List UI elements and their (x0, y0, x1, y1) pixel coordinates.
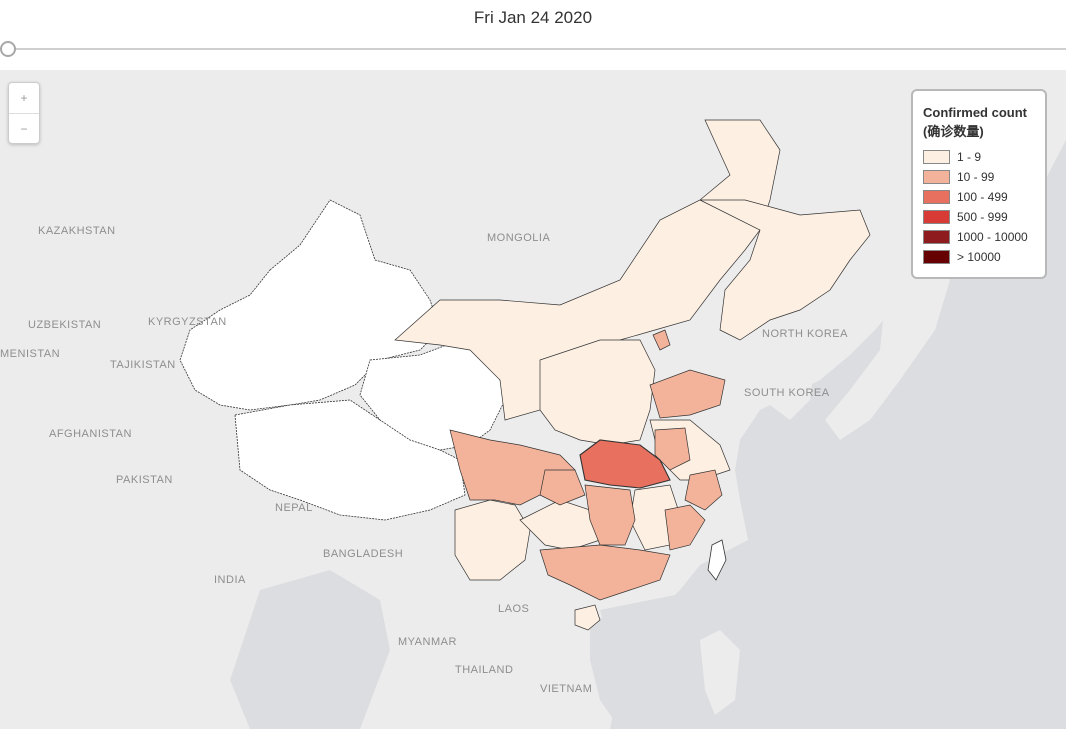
label-myanmar: MYANMAR (398, 636, 457, 648)
legend-item: 500 - 999 (923, 207, 1035, 227)
province-jiangsu (654, 427, 691, 471)
label-nepal: NEPAL (275, 502, 313, 514)
province-ningxia-shaanxi-shanxi (539, 339, 656, 446)
map-legend: Confirmed count (确诊数量) 1 - 9 10 - 99 100… (911, 89, 1047, 279)
date-slider[interactable] (0, 40, 1066, 60)
label-mongolia: MONGOLIA (487, 232, 550, 244)
province-shandong (649, 369, 726, 419)
zoom-in-button[interactable]: + (20, 91, 28, 105)
label-south-korea: SOUTH KOREA (744, 387, 830, 399)
legend-title: Confirmed count (确诊数量) (923, 105, 1027, 139)
province-heilongjiang-jilin (699, 199, 871, 341)
legend-swatch (923, 170, 950, 184)
map-canvas[interactable]: KAZAKHSTAN MONGOLIA UZBEKISTAN KYRGYZSTA… (0, 70, 1066, 729)
legend-label: 1 - 9 (957, 150, 982, 164)
legend-item: 100 - 499 (923, 187, 1035, 207)
legend-item: > 10000 (923, 247, 1035, 267)
province-yunnan (454, 499, 531, 581)
label-turkmenistan: MENISTAN (0, 348, 60, 360)
label-india: INDIA (214, 574, 246, 586)
legend-swatch (923, 250, 950, 264)
legend-swatch (923, 210, 950, 224)
label-afghanistan: AFGHANISTAN (49, 428, 132, 440)
label-tajikistan: TAJIKISTAN (110, 359, 176, 371)
label-kyrgyzstan: KYRGYZSTAN (148, 316, 227, 328)
province-hubei (579, 439, 671, 489)
province-zhejiang (684, 469, 723, 511)
province-fujian (664, 504, 706, 551)
japan-landmass (825, 230, 950, 440)
date-display: Fri Jan 24 2020 (473, 8, 593, 27)
zoom-out-button[interactable]: − (9, 113, 39, 144)
legend-label: 1000 - 10000 (957, 230, 1028, 244)
legend-label: 100 - 499 (957, 190, 1008, 204)
legend-swatch (923, 150, 950, 164)
province-hainan (574, 604, 601, 631)
korea-landmass (765, 320, 815, 420)
label-laos: LAOS (498, 603, 529, 615)
province-guangdong-guangxi (539, 544, 671, 601)
legend-label: > 10000 (957, 250, 1001, 264)
province-beijing (652, 329, 671, 351)
zoom-control: + − (8, 82, 40, 144)
taiwan (707, 539, 727, 581)
label-vietnam: VIETNAM (540, 683, 592, 695)
legend-label: 10 - 99 (957, 170, 995, 184)
slider-track[interactable] (6, 48, 1066, 50)
legend-item: 1 - 9 (923, 147, 1035, 167)
label-north-korea: NORTH KOREA (762, 328, 848, 340)
province-inner-mongolia-gansu (394, 119, 781, 421)
label-thailand: THAILAND (455, 664, 513, 676)
label-kazakhstan: KAZAKHSTAN (38, 225, 116, 237)
province-hunan (584, 484, 636, 546)
legend-item: 1000 - 10000 (923, 227, 1035, 247)
label-uzbekistan: UZBEKISTAN (28, 319, 101, 331)
legend-swatch (923, 230, 950, 244)
label-bangladesh: BANGLADESH (323, 548, 403, 560)
map-svg (0, 70, 1066, 729)
bay-of-bengal (230, 570, 390, 729)
province-xinjiang (179, 199, 441, 411)
legend-swatch (923, 190, 950, 204)
province-tibet (234, 399, 466, 521)
philippines (700, 630, 740, 715)
province-chongqing (539, 469, 586, 506)
legend-item: 10 - 99 (923, 167, 1035, 187)
label-pakistan: PAKISTAN (116, 474, 173, 486)
country-labels: KAZAKHSTAN MONGOLIA UZBEKISTAN KYRGYZSTA… (0, 225, 848, 695)
slider-thumb[interactable] (0, 41, 16, 57)
legend-label: 500 - 999 (957, 210, 1008, 224)
